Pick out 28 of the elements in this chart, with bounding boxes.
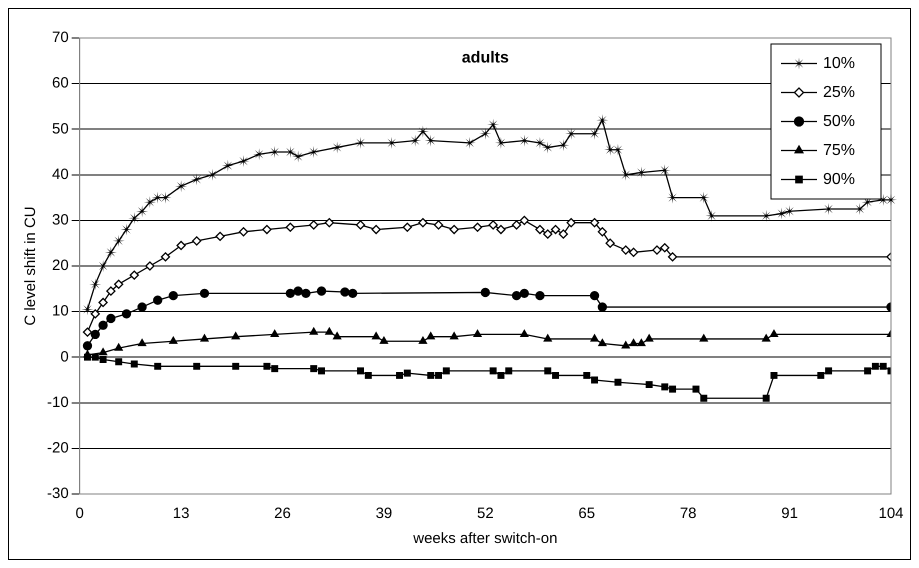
y-tick-label: 60 [52,74,69,92]
x-axis-title: weeks after switch-on [412,530,558,548]
x-tick-label: 0 [76,505,84,522]
y-tick-label: -10 [46,394,69,411]
x-tick-label: 104 [878,505,904,522]
y-axis-title: C level shift in CU [22,206,40,326]
legend-label: 50% [823,112,856,130]
y-tick-label: 10 [52,302,69,320]
legend-label: 75% [823,142,856,159]
legend-label: 10% [823,54,856,72]
legend-label: 90% [823,170,856,188]
y-tick-label: -30 [46,485,69,502]
y-tick-label: 70 [52,29,69,46]
y-tick-label: 0 [60,348,69,366]
y-tick-label: -20 [46,440,69,457]
x-tick-label: 65 [578,505,596,522]
y-tick-label: 50 [52,120,69,138]
legend-label: 25% [823,84,856,101]
y-tick-label: 30 [52,212,69,229]
x-tick-label: 13 [172,505,190,522]
text: adults [462,49,509,66]
x-tick-label: 52 [476,505,494,522]
x-tick-label: 26 [274,505,291,522]
y-tick-label: 20 [52,257,69,274]
y-tick-label: 40 [52,166,69,183]
x-tick-label: 91 [781,505,798,522]
x-tick-label: 78 [680,505,697,522]
x-tick-label: 39 [376,505,392,522]
